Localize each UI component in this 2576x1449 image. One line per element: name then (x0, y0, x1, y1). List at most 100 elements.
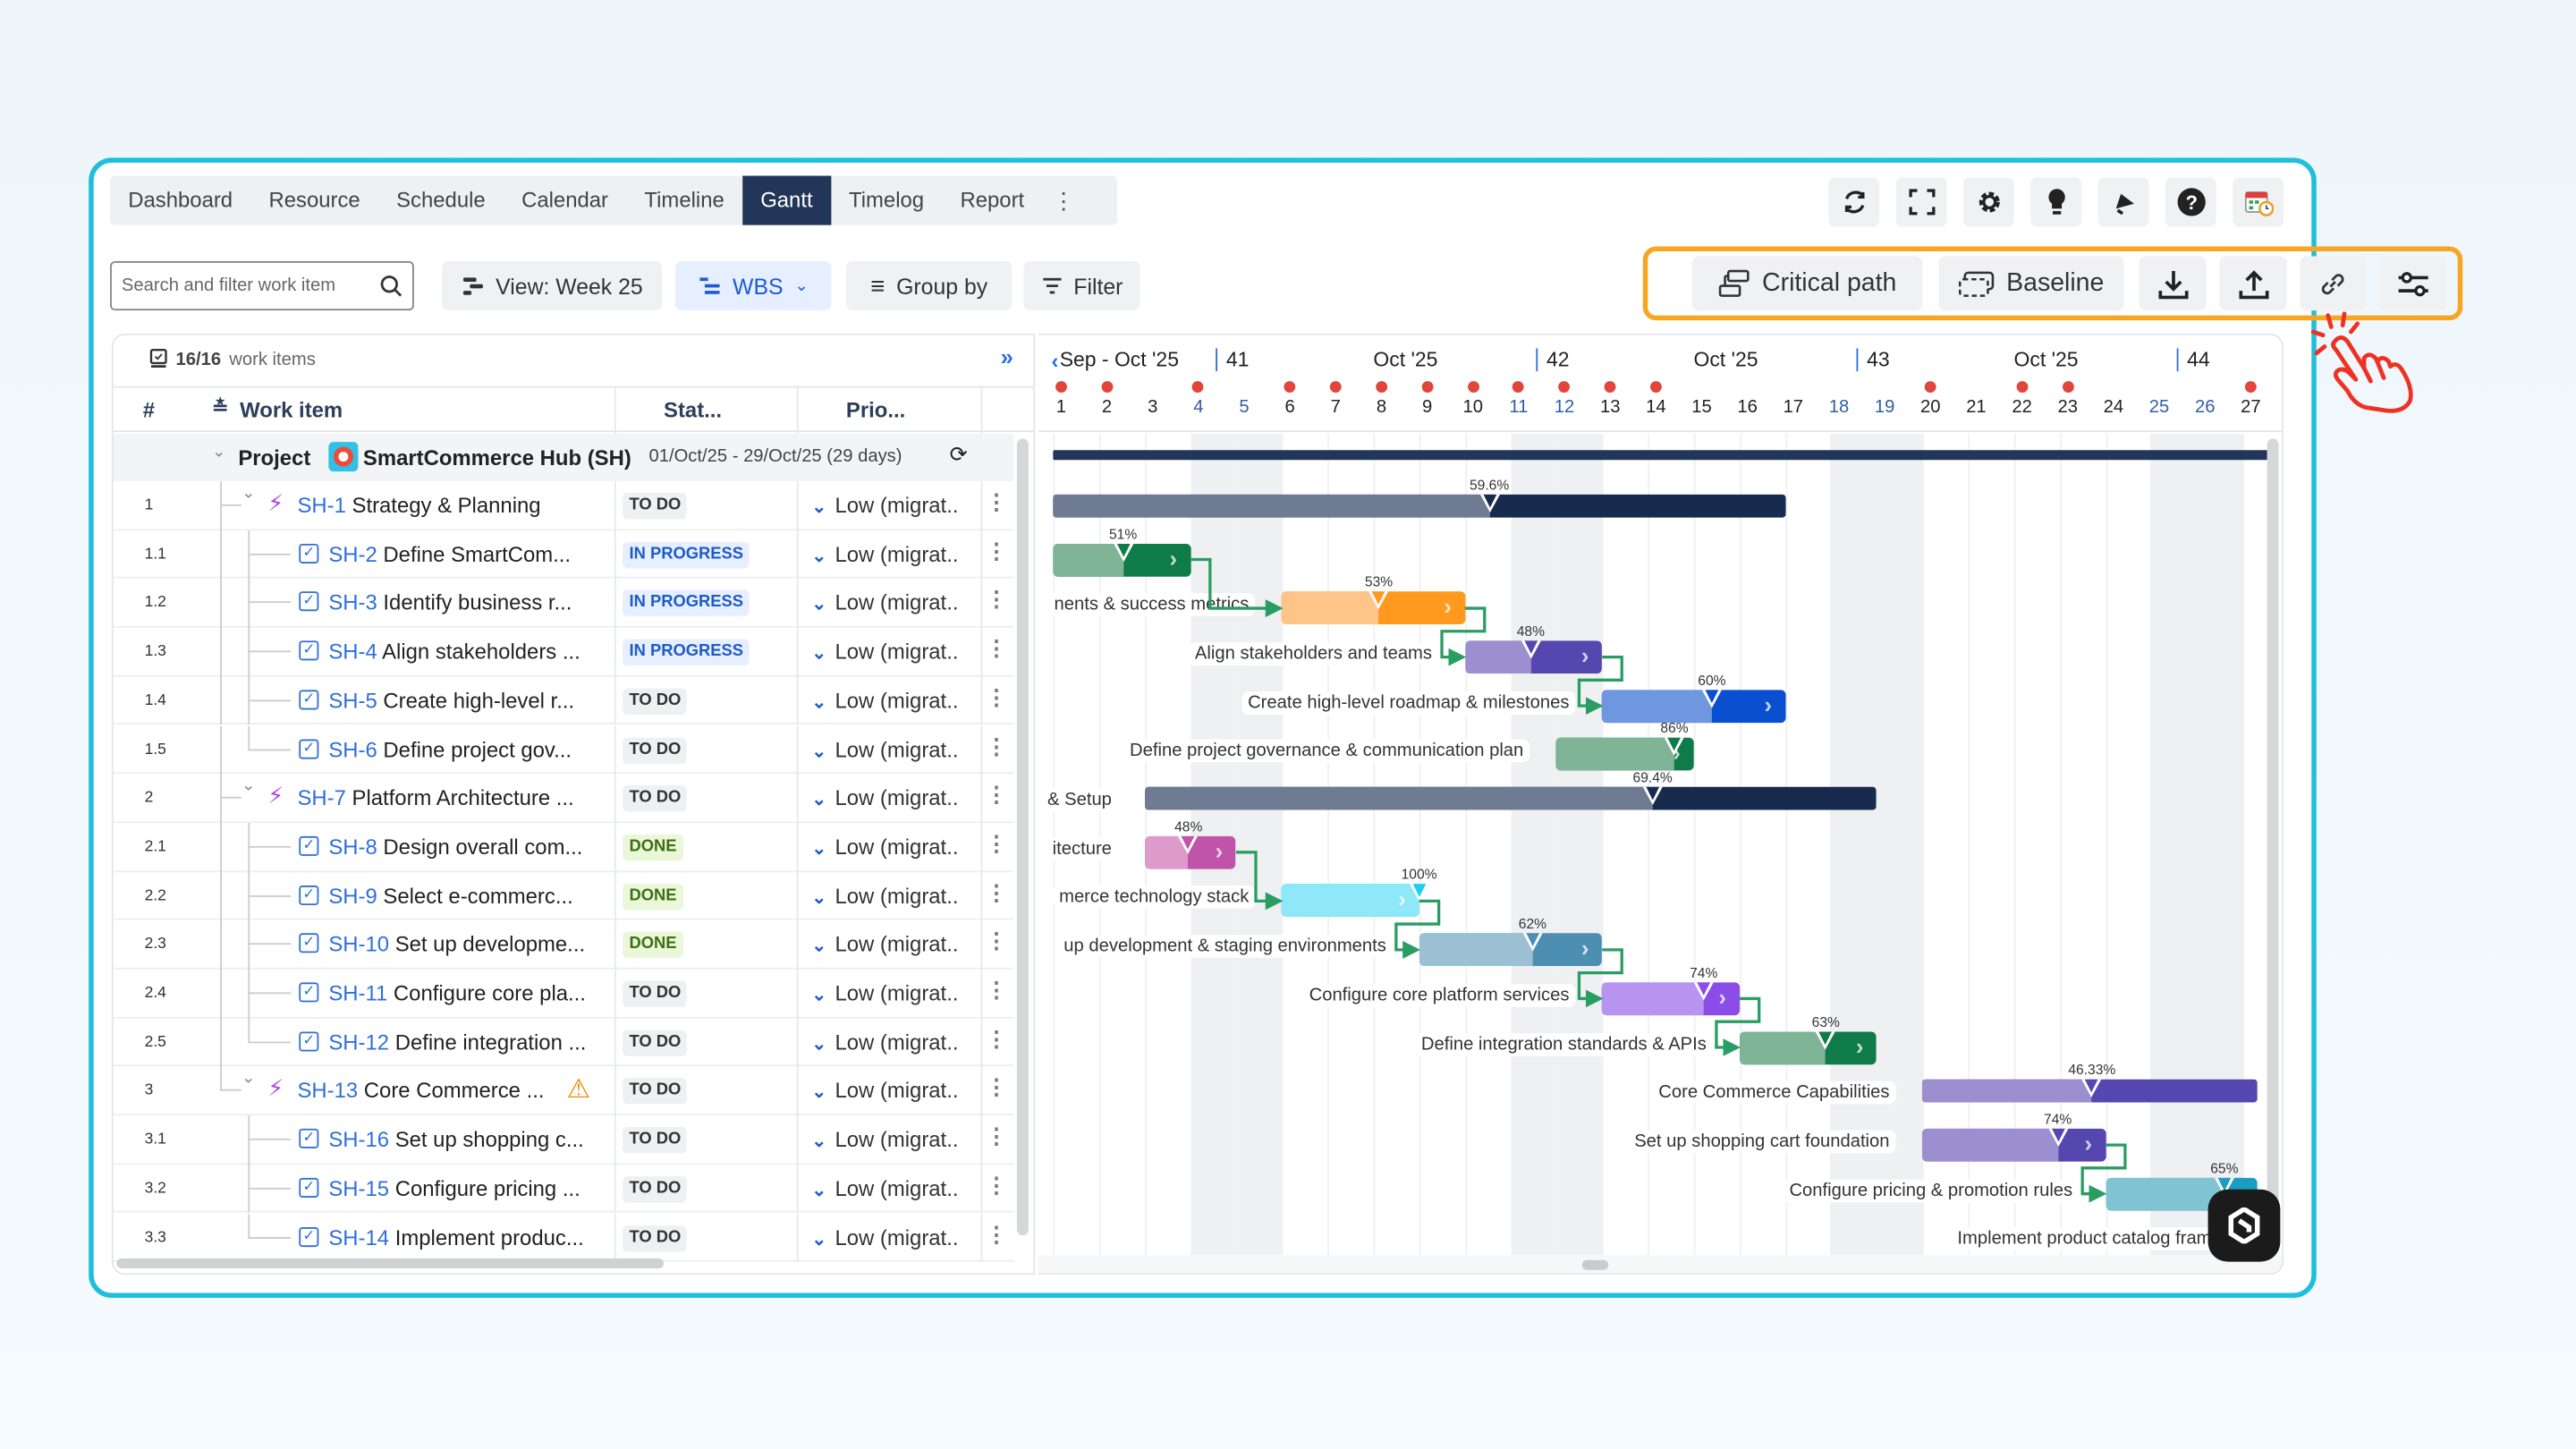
work-item-title[interactable]: SH-6 Define project gov... (328, 737, 572, 762)
work-item-key[interactable]: SH-6 (328, 736, 377, 762)
dependency-arrow[interactable] (1440, 606, 1487, 666)
work-item-title[interactable]: SH-12 Define integration ... (328, 1030, 586, 1055)
status-badge[interactable]: DONE (623, 834, 683, 861)
fullscreen-button[interactable] (1895, 177, 1947, 227)
refresh-button[interactable] (1828, 177, 1880, 227)
row-menu-icon[interactable]: ⋮ (986, 733, 1007, 758)
priority-dropdown[interactable]: ⌄ Low (migrat.. (811, 737, 958, 762)
help-button[interactable]: ? (2165, 177, 2216, 227)
bar-expand-icon[interactable]: › (1764, 691, 1773, 717)
work-item-title[interactable]: SH-1 Strategy & Planning (297, 493, 540, 518)
tab-dashboard[interactable]: Dashboard (128, 187, 233, 212)
priority-dropdown[interactable]: ⌄ Low (migrat.. (811, 590, 958, 615)
priority-dropdown[interactable]: ⌄ Low (migrat.. (811, 542, 958, 567)
work-item-title[interactable]: SH-9 Select e-commerc... (328, 883, 572, 908)
work-item-key[interactable]: SH-14 (328, 1224, 390, 1250)
table-row[interactable]: 3.3 ✓ SH-14 Implement produc... TO DO ⌄ Low (… (113, 1213, 1014, 1262)
status-badge[interactable]: TO DO (623, 1078, 688, 1105)
bar-expand-icon[interactable]: › (1580, 642, 1589, 669)
status-badge[interactable]: IN PROGRESS (623, 590, 750, 617)
work-item-key[interactable]: SH-9 (328, 883, 377, 908)
row-menu-icon[interactable]: ⋮ (986, 1173, 1007, 1198)
collapse-chevron-icon[interactable]: ⌄ (241, 1070, 256, 1089)
bar-expand-icon[interactable]: › (1444, 593, 1453, 620)
status-badge[interactable]: IN PROGRESS (623, 541, 750, 568)
work-item-title[interactable]: SH-13 Core Commerce ... (297, 1079, 544, 1104)
baseline-button[interactable]: Baseline (1938, 256, 2124, 311)
work-item-key[interactable]: SH-11 (328, 980, 388, 1006)
row-menu-icon[interactable]: ⋮ (986, 1074, 1007, 1100)
status-badge[interactable]: TO DO (623, 1127, 688, 1154)
tab-schedule[interactable]: Schedule (396, 187, 486, 212)
table-row[interactable]: 1.5 ✓ SH-6 Define project gov... TO DO ⌄ Low … (113, 724, 1014, 775)
horizontal-scrollbar[interactable] (116, 1258, 665, 1268)
table-row[interactable]: 1.1 ✓ SH-2 Define SmartCom... IN PROGRESS ⌄ L… (113, 530, 1014, 580)
dependency-arrow[interactable] (2080, 1143, 2127, 1203)
work-item-key[interactable]: SH-1 (297, 493, 346, 518)
wbs-dropdown[interactable]: WBS ⌄ (674, 261, 832, 311)
bar-expand-icon[interactable]: › (1718, 983, 1726, 1011)
tab-gantt[interactable]: Gantt (742, 175, 831, 225)
work-item-key[interactable]: SH-8 (328, 834, 377, 860)
priority-dropdown[interactable]: ⌄ Low (migrat.. (811, 981, 958, 1006)
status-badge[interactable]: IN PROGRESS (623, 639, 750, 666)
row-menu-icon[interactable]: ⋮ (986, 635, 1007, 661)
work-item-title[interactable]: SH-16 Set up shopping c... (328, 1127, 583, 1152)
tab-timelog[interactable]: Timelog (849, 187, 925, 212)
priority-dropdown[interactable]: ⌄ Low (migrat.. (811, 640, 958, 665)
task-bar[interactable]: › (1602, 982, 1740, 1015)
group-by-button[interactable]: ≡ Group by (845, 261, 1013, 311)
status-badge[interactable]: TO DO (623, 493, 688, 520)
table-row[interactable]: 3.1 ✓ SH-16 Set up shopping c... TO DO ⌄ Low … (113, 1115, 1014, 1165)
critical-path-button[interactable]: Critical path (1691, 256, 1922, 311)
summary-bar[interactable] (1144, 786, 1877, 810)
row-menu-icon[interactable]: ⋮ (986, 928, 1007, 953)
work-item-title[interactable]: SH-5 Create high-level r... (328, 688, 574, 713)
status-badge[interactable]: TO DO (623, 688, 688, 715)
assistant-button[interactable] (2207, 1189, 2281, 1262)
row-menu-icon[interactable]: ⋮ (986, 782, 1007, 808)
announcement-button[interactable] (2097, 177, 2149, 227)
task-bar[interactable]: › (1739, 1030, 1877, 1064)
collapse-chevron-icon[interactable]: ⌄ (241, 777, 256, 796)
work-item-key[interactable]: SH-12 (328, 1030, 390, 1055)
collapse-chevron-icon[interactable]: ⌄ (241, 484, 256, 504)
task-bar[interactable]: › (1602, 689, 1785, 723)
task-bar[interactable]: › (1922, 1128, 2106, 1162)
status-badge[interactable]: DONE (623, 931, 683, 959)
dependency-arrow[interactable] (1577, 655, 1623, 716)
work-item-key[interactable]: SH-5 (328, 688, 377, 713)
column-header-status[interactable]: Stat... (664, 397, 723, 423)
work-item-key[interactable]: SH-4 (328, 639, 377, 665)
row-menu-icon[interactable]: ⋮ (986, 831, 1007, 856)
filter-button[interactable]: Filter (1023, 261, 1140, 311)
work-item-title[interactable]: SH-10 Set up developme... (328, 932, 585, 957)
row-menu-icon[interactable]: ⋮ (986, 1123, 1007, 1149)
table-row[interactable]: 1 ⌄ ⚡︎ SH-1 Strategy & Planning TO DO ⌄ Low (m… (113, 481, 1014, 530)
table-row[interactable]: 2.5 ✓ SH-12 Define integration ... TO DO ⌄ Lo… (113, 1018, 1014, 1067)
row-menu-icon[interactable]: ⋮ (986, 684, 1007, 710)
status-badge[interactable]: TO DO (623, 980, 688, 1007)
tab-resource[interactable]: Resource (268, 187, 360, 212)
row-menu-icon[interactable]: ⋮ (986, 879, 1007, 905)
priority-dropdown[interactable]: ⌄ Low (migrat.. (811, 1030, 958, 1055)
row-menu-icon[interactable]: ⋮ (986, 538, 1007, 564)
dependency-arrow[interactable] (1394, 899, 1441, 959)
status-badge[interactable]: TO DO (623, 1030, 688, 1056)
priority-dropdown[interactable]: ⌄ Low (migrat.. (811, 1079, 958, 1104)
work-item-key[interactable]: SH-15 (328, 1175, 390, 1201)
work-item-key[interactable]: SH-2 (328, 541, 377, 567)
tab-report[interactable]: Report (960, 187, 1025, 212)
work-item-title[interactable]: SH-14 Implement produc... (328, 1224, 583, 1250)
priority-dropdown[interactable]: ⌄ Low (migrat.. (811, 688, 958, 713)
status-badge[interactable]: DONE (623, 883, 683, 910)
bar-expand-icon[interactable]: › (1398, 886, 1406, 913)
task-bar[interactable]: › (1419, 933, 1603, 967)
status-badge[interactable]: TO DO (623, 1175, 688, 1203)
priority-dropdown[interactable]: ⌄ Low (migrat.. (811, 1127, 958, 1152)
table-row[interactable]: 1.3 ✓ SH-4 Align stakeholders ... IN PROGRE… (113, 627, 1014, 677)
calendar-clock-button[interactable] (2233, 177, 2284, 227)
column-header-work-item[interactable]: Work item (240, 397, 343, 423)
work-item-title[interactable]: SH-7 Platform Architecture ... (297, 785, 573, 810)
link-button[interactable] (2300, 256, 2366, 311)
